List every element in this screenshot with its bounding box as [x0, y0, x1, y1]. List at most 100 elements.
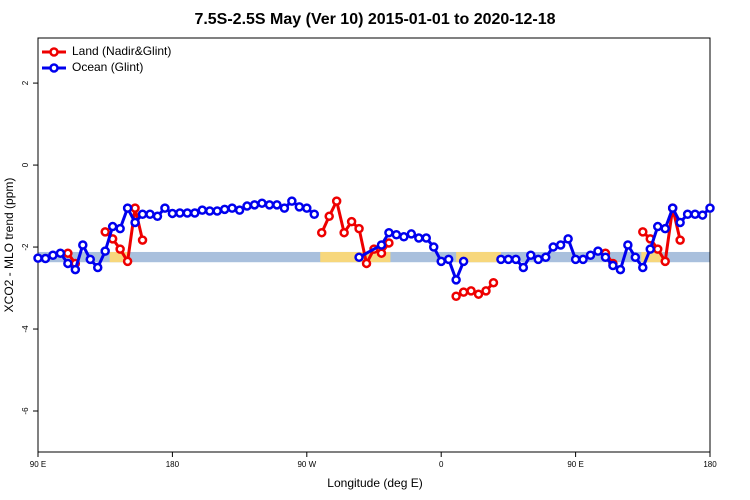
data-point — [324, 211, 334, 222]
data-point — [518, 262, 529, 273]
data-point — [115, 244, 125, 254]
data-point — [100, 246, 110, 256]
data-point — [682, 209, 693, 220]
data-point — [48, 250, 58, 260]
data-point — [540, 252, 551, 263]
data-point — [451, 275, 461, 285]
data-point — [511, 254, 521, 265]
data-point — [264, 200, 275, 210]
x-tick-label: 90 E — [30, 460, 46, 469]
reference-band — [641, 251, 663, 263]
data-point — [122, 256, 133, 267]
data-point — [548, 242, 558, 252]
data-point — [242, 201, 252, 211]
data-point — [675, 235, 685, 245]
data-point — [279, 203, 290, 213]
data-point — [294, 202, 305, 212]
data-point — [428, 242, 439, 252]
data-point — [623, 240, 633, 250]
data-point — [63, 258, 73, 269]
data-point — [316, 227, 327, 238]
data-point — [354, 223, 364, 234]
data-point — [361, 258, 372, 269]
data-point — [130, 203, 140, 213]
legend-marker — [49, 63, 59, 73]
data-point — [130, 217, 140, 228]
data-point — [421, 233, 432, 243]
data-point — [705, 203, 715, 213]
data-point — [100, 227, 110, 237]
data-point — [645, 244, 656, 254]
data-point — [578, 254, 588, 265]
x-tick-label: 180 — [703, 460, 717, 469]
data-point — [376, 240, 387, 250]
data-point — [593, 246, 603, 256]
data-point — [533, 254, 544, 265]
x-axis-label: Longitude (deg E) — [327, 476, 422, 490]
x-tick-label: 90 W — [297, 460, 316, 469]
legend-marker — [49, 47, 59, 57]
data-point — [585, 250, 596, 260]
data-point — [204, 206, 215, 216]
data-point — [555, 240, 566, 250]
data-point — [660, 223, 670, 234]
data-point — [600, 252, 611, 263]
data-point — [526, 250, 536, 260]
data-point — [436, 256, 446, 267]
data-point — [443, 254, 454, 265]
y-tick-label: 2 — [21, 80, 30, 85]
data-point — [234, 205, 245, 215]
data-point — [481, 286, 491, 296]
data-point — [212, 206, 222, 216]
data-point — [257, 198, 267, 208]
data-point — [391, 230, 402, 240]
data-point — [331, 196, 342, 206]
legend-label: Ocean (Glint) — [72, 60, 143, 74]
data-point — [458, 256, 469, 267]
data-point — [167, 208, 178, 219]
y-tick-label: -6 — [21, 407, 30, 415]
reference-band — [109, 251, 128, 263]
data-point — [675, 217, 685, 228]
data-point — [346, 216, 357, 227]
data-point — [78, 240, 88, 250]
data-point — [40, 253, 51, 264]
data-point — [249, 200, 260, 210]
data-point — [122, 203, 133, 213]
data-point — [107, 221, 118, 232]
y-tick-label: 0 — [21, 162, 30, 167]
data-point — [496, 254, 506, 265]
data-point — [339, 227, 349, 238]
data-point — [182, 208, 193, 218]
data-point — [638, 227, 648, 237]
data-point — [137, 235, 148, 245]
data-point — [458, 287, 469, 297]
data-point — [451, 291, 461, 301]
data-point — [33, 253, 43, 263]
data-point — [145, 209, 155, 220]
data-point — [190, 208, 200, 218]
y-tick-label: -2 — [21, 243, 30, 251]
chart-title: 7.5S-2.5S May (Ver 10) 2015-01-01 to 202… — [194, 11, 555, 28]
x-tick-label: 90 E — [567, 460, 583, 469]
data-point — [175, 208, 185, 218]
x-tick-label: 0 — [439, 460, 444, 469]
data-point — [638, 262, 648, 273]
data-point — [70, 264, 81, 275]
data-point — [690, 209, 700, 220]
data-point — [137, 209, 148, 220]
data-point — [376, 248, 387, 258]
data-point — [570, 254, 581, 265]
data-point — [219, 204, 230, 215]
data-point — [667, 203, 678, 213]
data-point — [652, 244, 663, 254]
data-point — [287, 196, 297, 206]
data-point — [152, 211, 163, 222]
data-point — [63, 248, 73, 258]
data-point — [354, 252, 364, 263]
y-tick-label: -4 — [21, 325, 30, 333]
data-point — [272, 200, 282, 210]
data-point — [227, 203, 237, 213]
data-point — [615, 264, 626, 275]
